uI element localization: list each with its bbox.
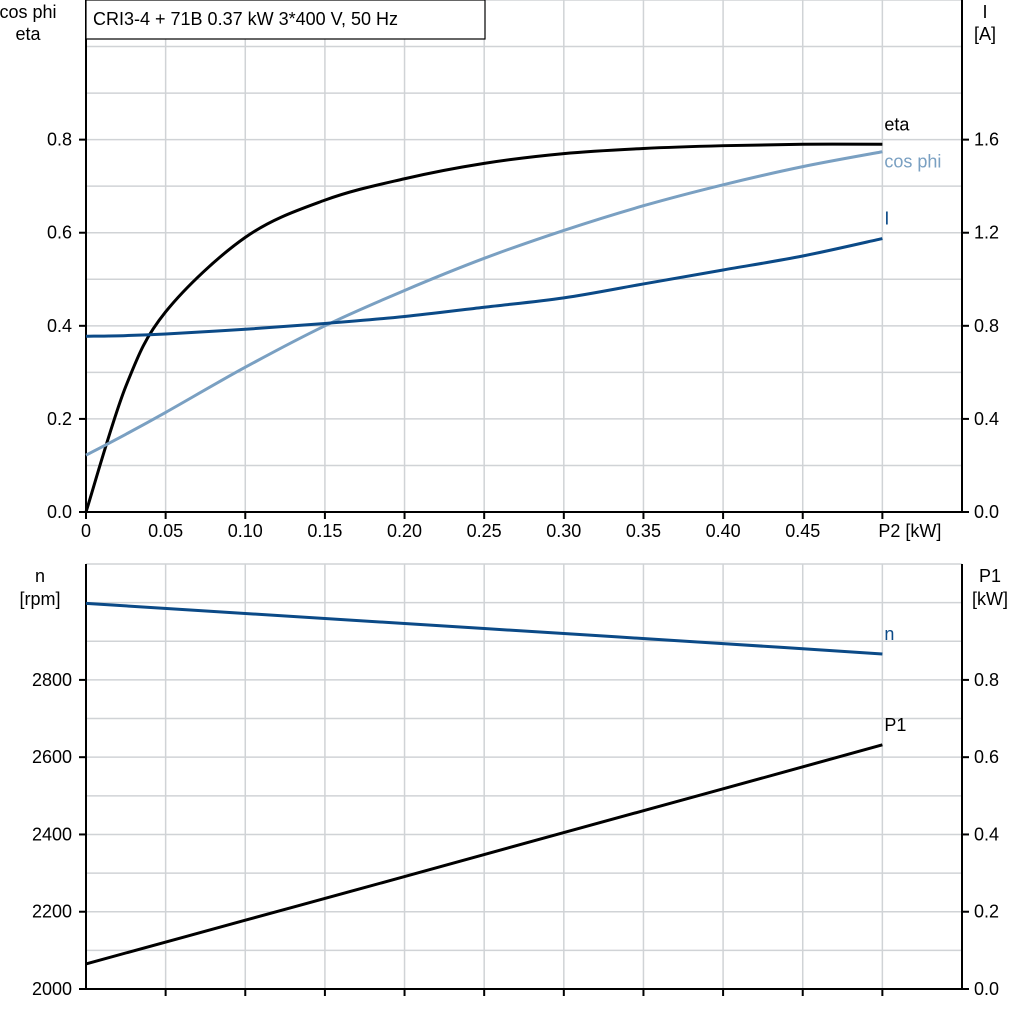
- x-tick-label: 0.40: [706, 521, 741, 541]
- series-label-eta: eta: [884, 114, 910, 134]
- x-tick-label: 0.45: [785, 521, 820, 541]
- chart-title: CRI3-4 + 71B 0.37 kW 3*400 V, 50 Hz: [93, 9, 398, 29]
- right-axis-label: P1: [979, 566, 1001, 586]
- series-label-cos-phi: cos phi: [884, 152, 941, 172]
- x-tick-label: 0.15: [307, 521, 342, 541]
- series-line-p1: [85, 743, 883, 966]
- right-axis-label: I: [982, 2, 987, 22]
- right-tick-label: 0.8: [974, 670, 999, 690]
- x-tick-label: 0.25: [467, 521, 502, 541]
- x-tick-label: 0.05: [148, 521, 183, 541]
- title-box: CRI3-4 + 71B 0.37 kW 3*400 V, 50 Hz: [85, 0, 486, 40]
- series-line-cos-phi: [85, 150, 883, 457]
- series-line-n: [85, 601, 883, 656]
- left-axis-label: n: [35, 566, 45, 586]
- right-axis-label: [A]: [974, 24, 996, 44]
- right-tick-label: 0.6: [974, 747, 999, 767]
- left-axis-label: cos phi: [0, 2, 57, 22]
- right-tick-label: 0.0: [974, 502, 999, 522]
- x-tick-label: 0: [81, 521, 91, 541]
- x-tick-label: 0.20: [387, 521, 422, 541]
- left-tick-label: 2600: [32, 747, 72, 767]
- right-tick-label: 0.8: [974, 316, 999, 336]
- left-tick-label: 0.6: [47, 223, 72, 243]
- right-tick-label: 0.4: [974, 824, 999, 844]
- left-tick-label: 0.4: [47, 316, 72, 336]
- left-tick-label: 2200: [32, 902, 72, 922]
- left-tick-label: 2800: [32, 670, 72, 690]
- right-axis-label: [kW]: [972, 589, 1008, 609]
- bottom-chart-panel: 2000 2200 2400 2600 2800 0.0 0.2 0.4 0.6 0.8 n [rpm…: [19, 563, 1008, 999]
- right-tick-label: 0.4: [974, 409, 999, 429]
- right-tick-label: 1.6: [974, 130, 999, 150]
- series-label-n: n: [884, 624, 894, 644]
- series-label-i: I: [884, 209, 889, 229]
- right-tick-label: 0.0: [974, 979, 999, 999]
- left-tick-label: 0.8: [47, 130, 72, 150]
- series-label-p1: P1: [884, 715, 906, 735]
- x-axis-label: P2 [kW]: [878, 521, 941, 541]
- x-tick-label: 0.35: [626, 521, 661, 541]
- series-line-i: [85, 237, 883, 338]
- x-tick-label: 0.10: [228, 521, 263, 541]
- right-tick-label: 0.2: [974, 902, 999, 922]
- left-axis-label: [rpm]: [19, 589, 60, 609]
- left-tick-label: 0.0: [47, 502, 72, 522]
- x-tick-label: 0.30: [546, 521, 581, 541]
- right-tick-label: 1.2: [974, 223, 999, 243]
- left-tick-label: 2000: [32, 979, 72, 999]
- left-tick-label: 0.2: [47, 409, 72, 429]
- left-tick-label: 2400: [32, 824, 72, 844]
- left-axis-label: eta: [15, 24, 41, 44]
